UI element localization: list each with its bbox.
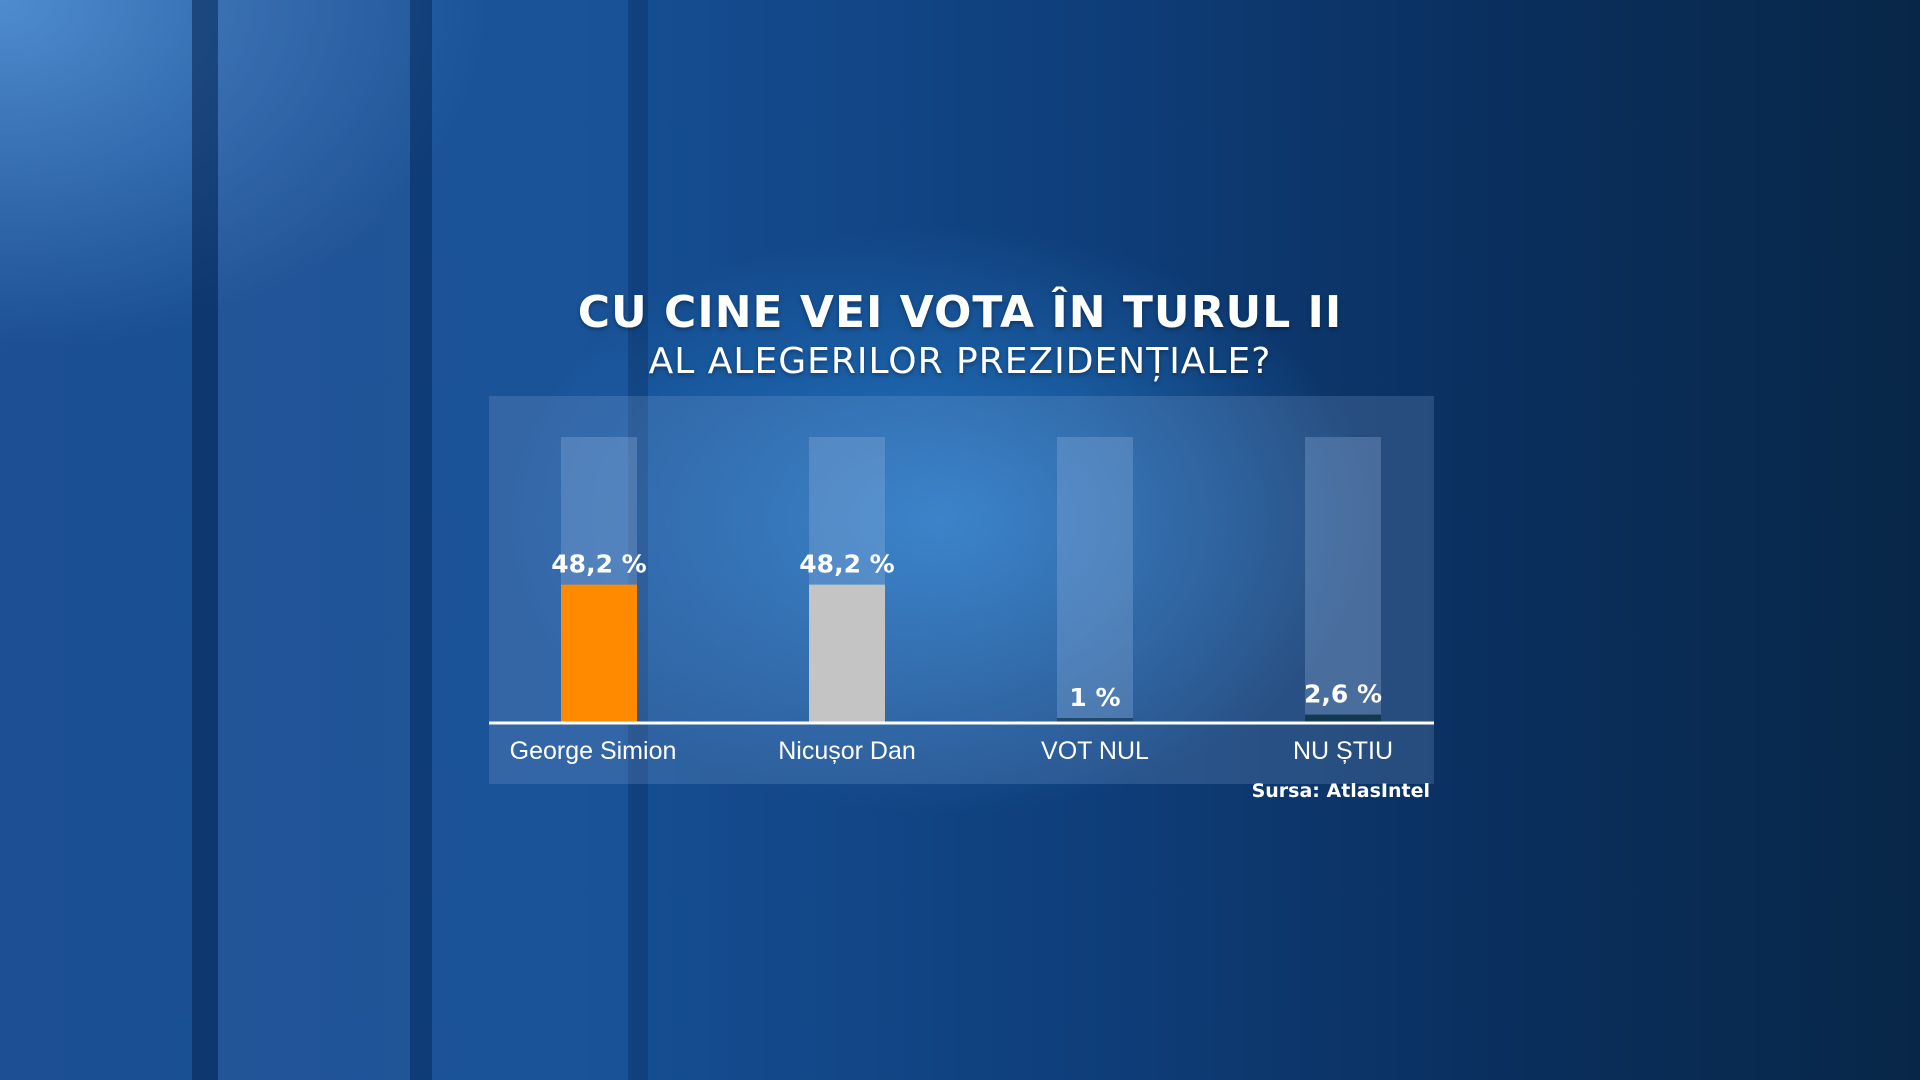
chart-title: CU CINE VEI VOTA ÎN TURUL II	[577, 287, 1343, 338]
bar-track	[1057, 437, 1133, 722]
source-note: Sursa: AtlasIntel	[1251, 780, 1430, 802]
data-label: 48,2 %	[799, 550, 894, 579]
category-label: George Simion	[510, 737, 677, 765]
background-stripe	[432, 0, 632, 1080]
category-label: VOT NUL	[1041, 737, 1149, 765]
chart-title-block: CU CINE VEI VOTA ÎN TURUL II AL ALEGERIL…	[400, 288, 1520, 384]
chart-panel: 48,2 % George Simion 48,2 % Nicușor Dan 1 % V…	[489, 396, 1434, 784]
data-label: 48,2 %	[551, 550, 646, 579]
category-label: Nicușor Dan	[778, 737, 916, 765]
background-stripe	[192, 0, 218, 1080]
background-stripe	[218, 0, 410, 1080]
bar-track	[1305, 437, 1381, 722]
background-stripe	[628, 0, 648, 1080]
category-label: NU ȘTIU	[1293, 737, 1393, 765]
data-label: 2,6 %	[1304, 680, 1382, 709]
bar	[1305, 714, 1381, 722]
background-stripe	[410, 0, 432, 1080]
data-label: 1 %	[1069, 683, 1120, 712]
bar	[561, 584, 637, 722]
bar	[809, 584, 885, 722]
bar	[1057, 718, 1133, 722]
chart-subtitle: AL ALEGERILOR PREZIDENȚIALE?	[648, 341, 1272, 382]
bar-chart: 48,2 % George Simion 48,2 % Nicușor Dan 1 % V…	[489, 437, 1434, 765]
